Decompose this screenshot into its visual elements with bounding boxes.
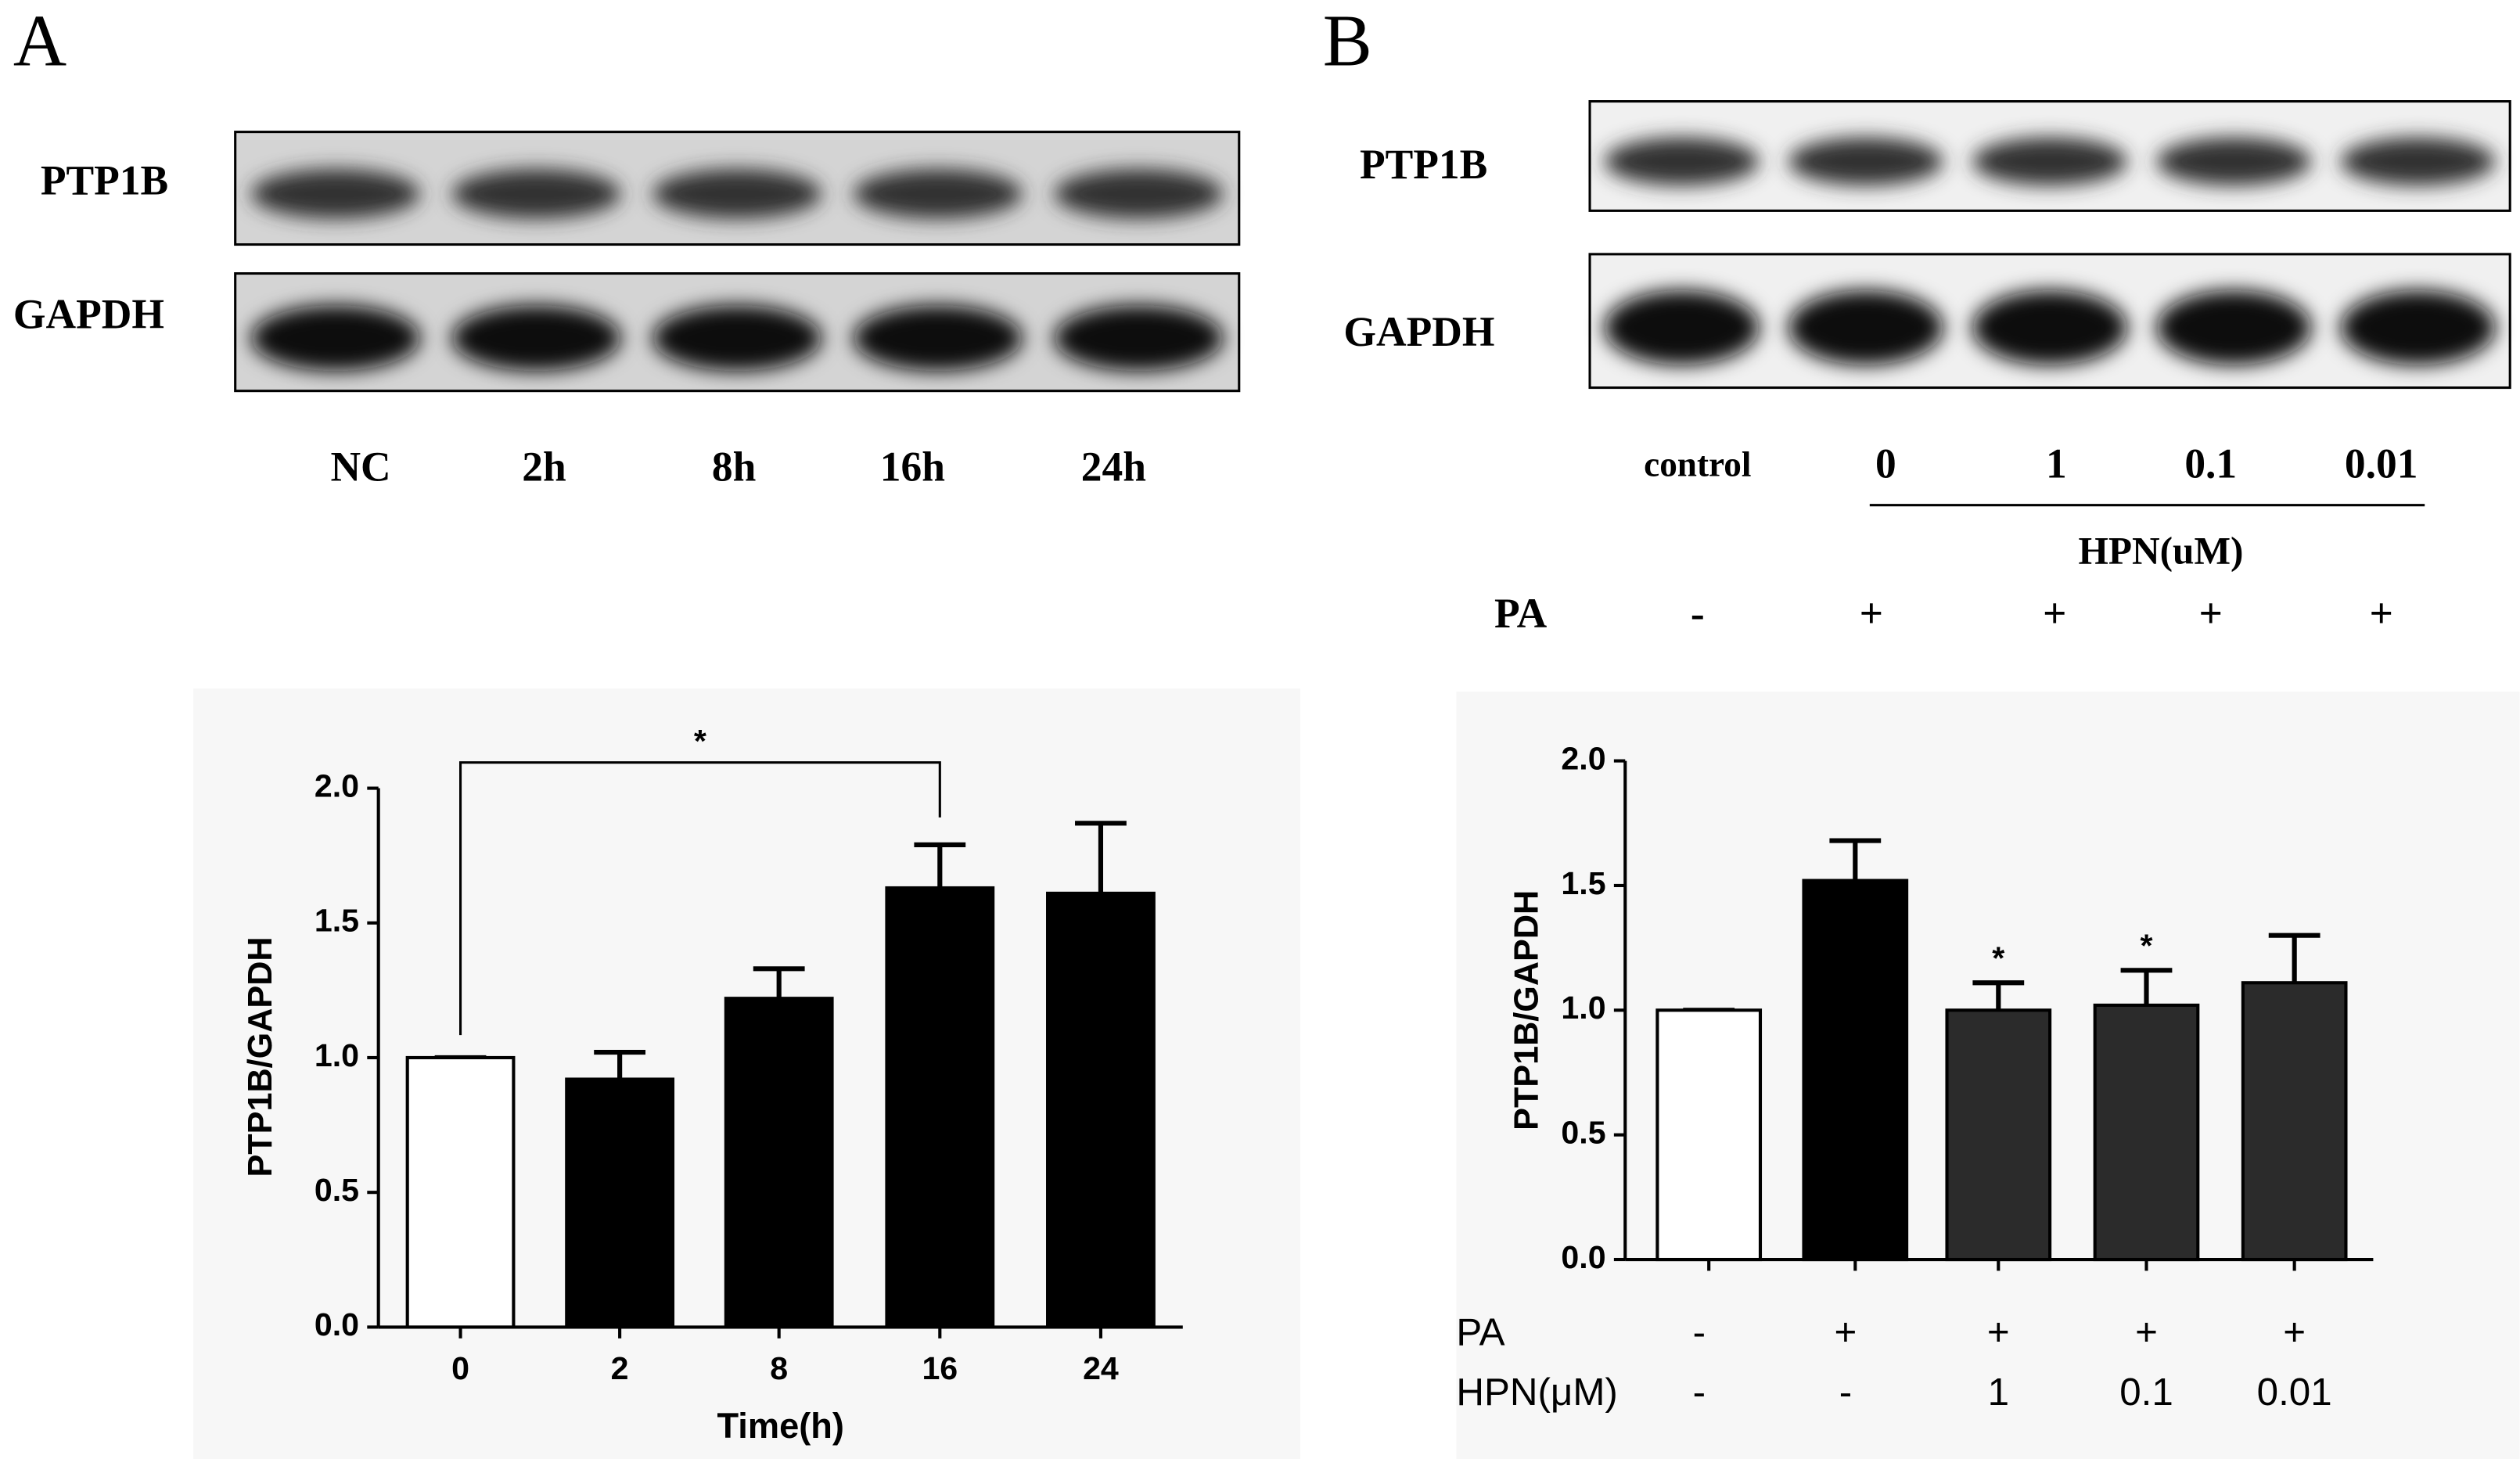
row-label: - (1693, 1371, 1706, 1414)
blot-band (251, 169, 420, 219)
significance-mark: * (2140, 927, 2152, 963)
lane-label: 8h (712, 444, 756, 491)
y-tick-label: 0.0 (1561, 1239, 1605, 1275)
y-axis-label: PTP1B/GAPDH (1508, 890, 1545, 1130)
blot-row-label: GAPDH (13, 290, 164, 337)
y-tick-label: 1.5 (1561, 865, 1605, 901)
row-label: 0.01 (2257, 1371, 2332, 1414)
row-name: PA (1456, 1311, 1504, 1354)
blot-band (2156, 137, 2312, 186)
x-tick-label: 8 (770, 1350, 788, 1386)
x-tick-label: 24 (1083, 1350, 1119, 1386)
row-name: HPN(μM) (1456, 1371, 1618, 1414)
bar (1802, 879, 1909, 1262)
y-tick-label: 1.0 (315, 1037, 359, 1073)
lane-label: 0 (1875, 440, 1896, 487)
blot-frame (234, 131, 1241, 246)
blot-band (1972, 137, 2127, 186)
row-label: + (1987, 1311, 2010, 1354)
significance-mark: * (1992, 940, 2004, 976)
treatment-label: + (2043, 590, 2066, 637)
treatment-name: PA (1494, 590, 1548, 637)
blot-band (1788, 289, 1943, 365)
y-tick-label: 2.0 (1561, 740, 1605, 776)
row-label: + (1835, 1311, 1857, 1354)
x-tick-label: 0 (451, 1350, 469, 1386)
blot-frame (1588, 100, 2511, 212)
lane-label: 1 (2046, 440, 2067, 487)
blot-row-label: PTP1B (41, 157, 168, 204)
row-label: + (2135, 1311, 2158, 1354)
bar (565, 1077, 675, 1329)
x-tick-label: 2 (611, 1350, 629, 1386)
bar (1655, 1008, 1763, 1262)
lane-label: control (1644, 445, 1751, 484)
y-tick-label: 0.5 (1561, 1115, 1605, 1151)
lane-label: 0.01 (2345, 440, 2418, 487)
blot-band (854, 305, 1023, 372)
blot-band (2156, 289, 2312, 365)
blot-frame (1588, 253, 2511, 390)
blot-band (251, 305, 420, 372)
bar (1046, 891, 1156, 1329)
x-tick-label: 16 (922, 1350, 958, 1386)
blot-band (652, 169, 822, 219)
bar (1945, 1008, 2052, 1262)
blot-band (2340, 137, 2496, 186)
blot-band (1054, 169, 1224, 219)
blot-row-label: GAPDH (1343, 308, 1494, 355)
lane-label: 16h (880, 444, 945, 491)
y-tick-label: 0.5 (315, 1172, 359, 1208)
blot-band (2340, 289, 2496, 365)
blot-band (1054, 305, 1224, 372)
blot-band (1788, 137, 1943, 186)
blot-band (854, 169, 1023, 219)
y-axis-label: PTP1B/GAPDH (242, 936, 279, 1177)
treatment-label: + (1860, 590, 1883, 637)
bar (724, 997, 834, 1329)
treatment-label: + (2369, 590, 2392, 637)
panel-label: B (1323, 0, 1372, 81)
blot-band (451, 169, 621, 219)
lane-label: 0.1 (2184, 440, 2237, 487)
treatment-label: + (2198, 590, 2222, 637)
y-tick-label: 1.0 (1561, 990, 1605, 1026)
blot-band (451, 305, 621, 372)
y-tick-label: 2.0 (315, 767, 359, 803)
significance-mark: * (694, 723, 706, 759)
row-label: - (1693, 1311, 1706, 1354)
bar (885, 886, 995, 1329)
group-label: HPN(uM) (2078, 530, 2243, 573)
x-axis-label: Time(h) (717, 1406, 844, 1446)
lane-label: NC (330, 444, 390, 491)
y-tick-label: 1.5 (315, 903, 359, 939)
row-label: + (2283, 1311, 2306, 1354)
row-label: - (1839, 1371, 1852, 1414)
bar (2241, 981, 2348, 1262)
bar (405, 1055, 516, 1329)
bar (2093, 1003, 2200, 1262)
blot-band (1604, 289, 1760, 365)
lane-label: 24h (1081, 444, 1146, 491)
significance-bracket (459, 761, 941, 1036)
blot-band (652, 305, 822, 372)
blot-row-label: PTP1B (1360, 141, 1487, 188)
row-label: 1 (1988, 1371, 2009, 1414)
blot-band (1972, 289, 2127, 365)
treatment-label: - (1691, 590, 1705, 637)
blot-band (1604, 137, 1760, 186)
y-tick-label: 0.0 (315, 1306, 359, 1342)
blot-frame (234, 272, 1241, 393)
panel-label: A (13, 0, 67, 81)
row-label: 0.1 (2119, 1371, 2173, 1414)
lane-label: 2h (522, 444, 566, 491)
